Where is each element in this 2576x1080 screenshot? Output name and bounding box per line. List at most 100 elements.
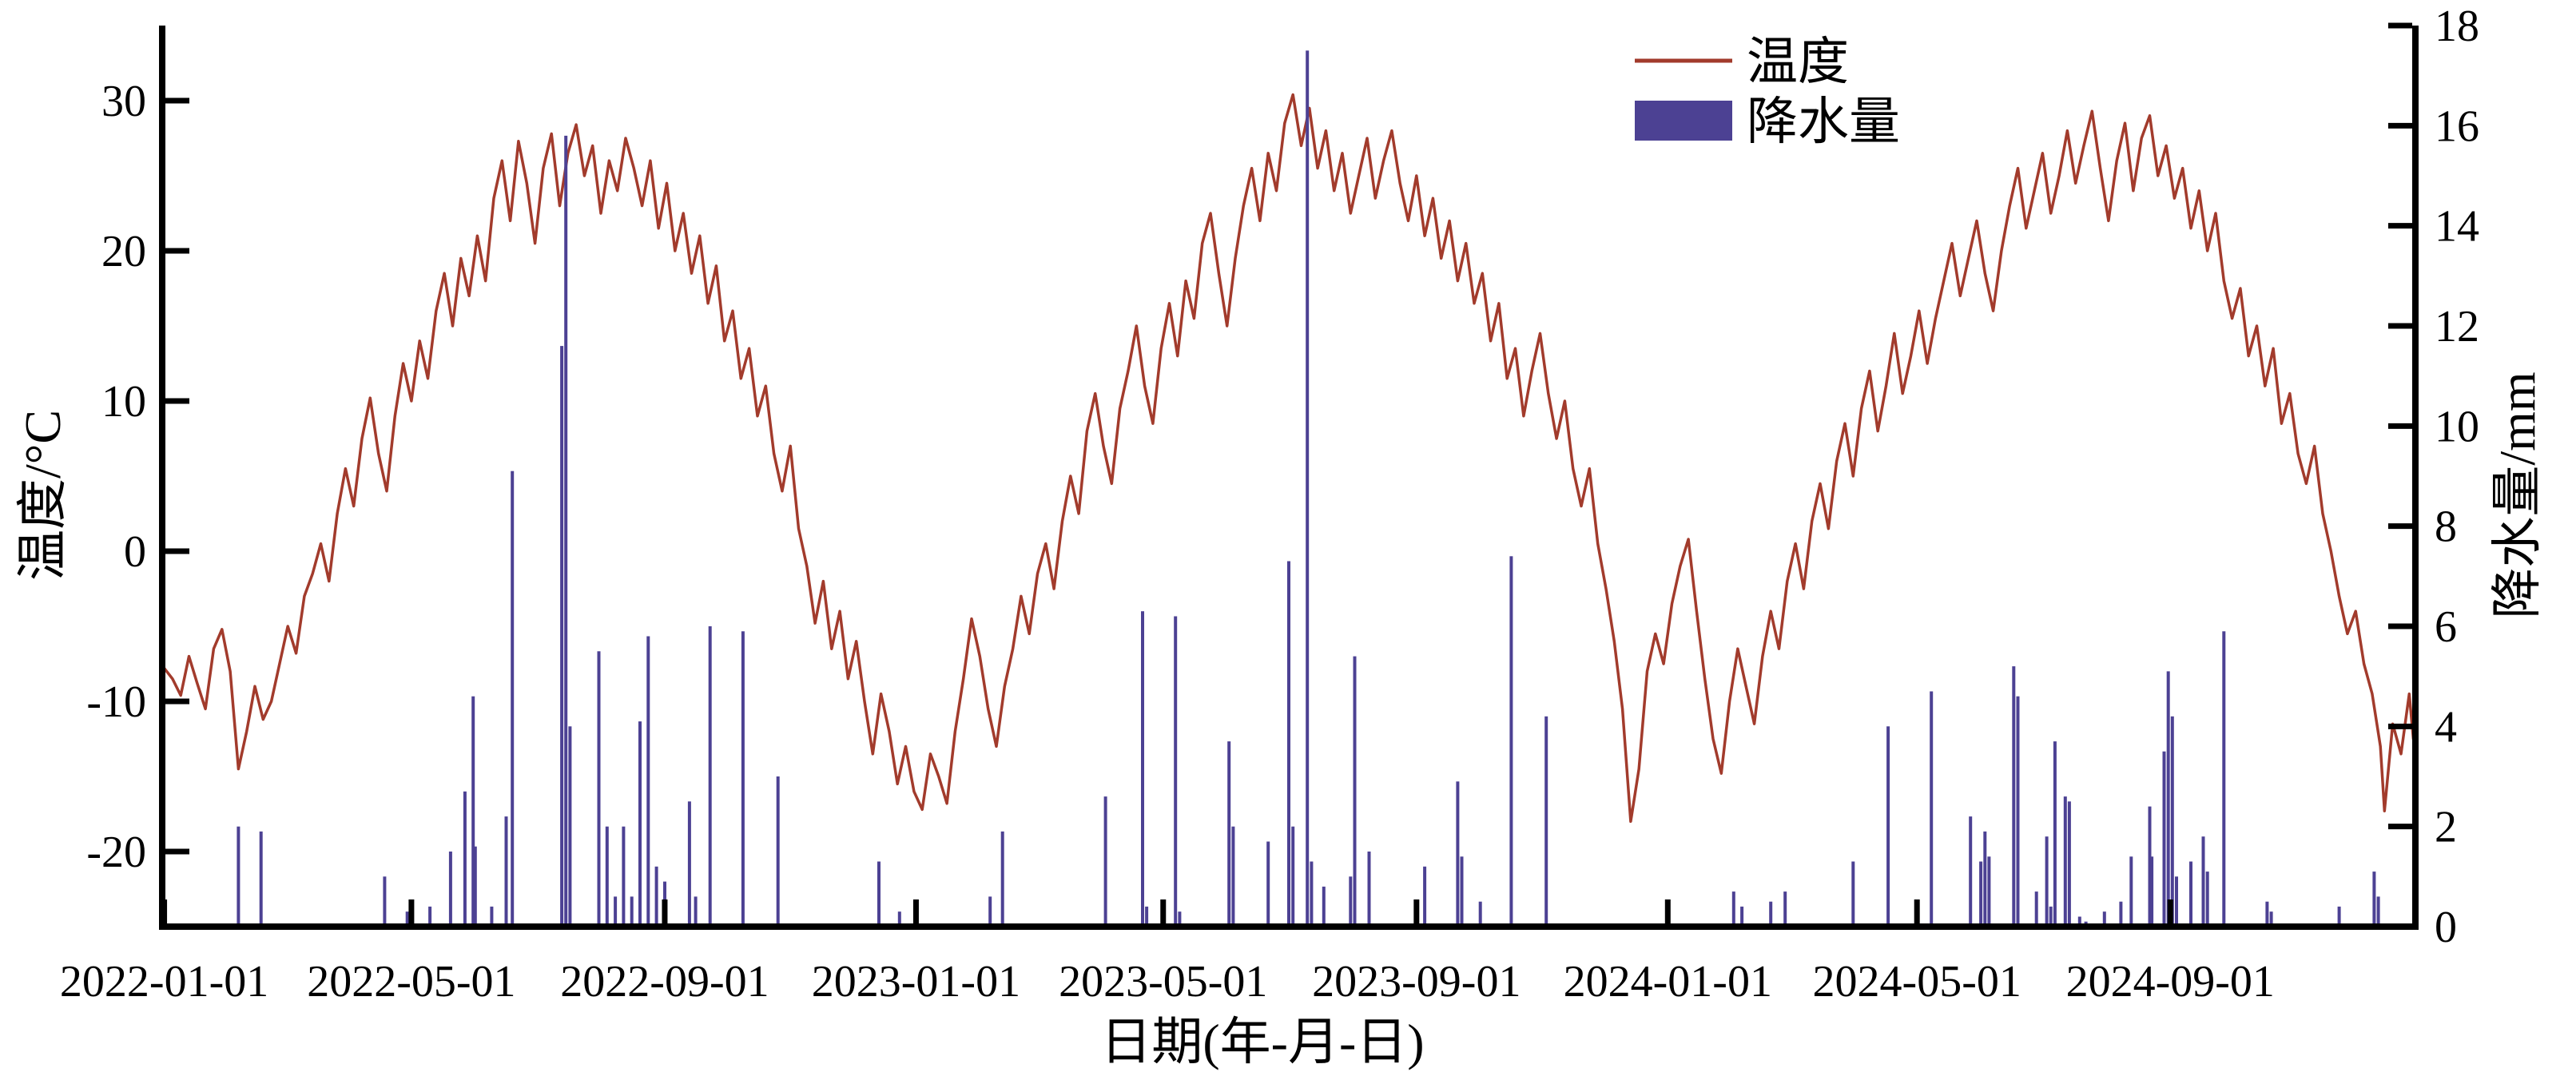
- precipitation-bar: [2222, 631, 2226, 927]
- precipitation-bar: [1291, 826, 1295, 927]
- precipitation-bar: [2045, 836, 2049, 927]
- y-axis-right-spine: [2412, 26, 2419, 930]
- precipitation-bars: [237, 50, 2380, 927]
- precipitation-bar: [741, 631, 745, 927]
- precipitation-bar: [2016, 696, 2020, 927]
- x-tick-label: 2024-09-01: [2066, 957, 2275, 1007]
- precipitation-bar: [405, 911, 409, 927]
- precipitation-bar: [1103, 796, 1107, 927]
- legend: 温度 降水量: [1635, 34, 1900, 150]
- precipitation-bar: [687, 801, 691, 927]
- legend-bar-swatch-precipitation: [1635, 101, 1732, 141]
- precipitation-bar: [1287, 561, 1290, 927]
- precipitation-bar: [1000, 831, 1004, 927]
- y-right-tick-label: 12: [2435, 302, 2479, 351]
- precipitation-bar: [2189, 861, 2192, 927]
- x-tick-label: 2023-09-01: [1312, 957, 1521, 1007]
- precipitation-bar: [1266, 841, 1270, 927]
- precipitation-bar: [2269, 911, 2273, 927]
- precipitation-bar: [1227, 741, 1231, 927]
- y-left-tick-label: 0: [124, 527, 146, 577]
- precipitation-bar: [597, 651, 601, 927]
- x-axis-title: 日期(年-月-日): [1100, 1014, 1424, 1070]
- precipitation-bar: [2129, 856, 2133, 927]
- x-tick-label: 2022-01-01: [60, 957, 268, 1007]
- precipitation-bar: [694, 896, 698, 927]
- precipitation-bar: [1174, 616, 1178, 927]
- precipitation-bar: [2034, 891, 2038, 927]
- precipitation-bar: [1178, 911, 1182, 927]
- precipitation-bar: [2077, 916, 2081, 927]
- y-right-tick-label: 16: [2435, 101, 2479, 151]
- precipitation-bar: [2148, 806, 2152, 927]
- precipitation-bar: [564, 135, 568, 927]
- precipitation-bar: [646, 636, 650, 927]
- precipitation-bar: [2170, 716, 2174, 927]
- precipitation-bar: [383, 876, 387, 927]
- precipitation-bar: [1509, 556, 1513, 927]
- precipitation-bar: [1306, 50, 1310, 927]
- precipitation-bar: [2053, 741, 2057, 927]
- precipitation-bar: [1460, 856, 1464, 927]
- precipitation-bar: [605, 826, 609, 927]
- x-tick-label: 2022-05-01: [307, 957, 515, 1007]
- precipitation-bar: [2063, 796, 2067, 927]
- precipitation-bar: [1478, 901, 1482, 927]
- precipitation-bar: [2012, 666, 2016, 927]
- precipitation-bar: [1456, 781, 1460, 927]
- precipitation-bar: [1783, 891, 1787, 927]
- precipitation-bar: [1740, 906, 1744, 927]
- precipitation-bar: [2067, 801, 2071, 927]
- precipitation-bar: [2205, 872, 2209, 927]
- y-left-tick-label: -10: [86, 677, 146, 727]
- legend-label-temperature: 温度: [1747, 34, 1849, 90]
- precipitation-bar: [471, 696, 475, 927]
- precipitation-bar: [2166, 671, 2170, 927]
- precipitation-bar: [877, 861, 881, 927]
- precipitation-bar: [1731, 891, 1735, 927]
- x-axis-spine: [159, 923, 2419, 930]
- precipitation-bar: [1423, 866, 1427, 927]
- y-right-tick-label: 4: [2435, 702, 2457, 752]
- precipitation-bar: [568, 726, 572, 927]
- y-left-tick-label: -20: [86, 828, 146, 877]
- y-right-tick-label: 0: [2435, 903, 2457, 952]
- precipitation-bar: [2337, 906, 2341, 927]
- precipitation-bar: [2162, 751, 2166, 927]
- precipitation-bar: [1349, 876, 1353, 927]
- precipitation-bar: [1979, 861, 1983, 927]
- y-right-tick-label: 6: [2435, 602, 2457, 652]
- precipitation-bar: [1983, 831, 1987, 927]
- precipitation-bar: [1322, 886, 1326, 927]
- precipitation-bar: [1544, 716, 1548, 927]
- precipitation-bar: [2265, 901, 2269, 927]
- x-tick-label: 2022-09-01: [560, 957, 769, 1007]
- y-right-tick-label: 14: [2435, 202, 2479, 252]
- x-tick-label: 2024-05-01: [1813, 957, 2021, 1007]
- precipitation-bar: [2175, 876, 2178, 927]
- y-right-tick-label: 18: [2435, 2, 2479, 51]
- y-right-tick-label: 8: [2435, 502, 2457, 552]
- precipitation-bar: [473, 846, 477, 927]
- precipitation-bar: [560, 346, 564, 927]
- y-axis-left-spine: [159, 26, 165, 930]
- precipitation-bar: [1769, 901, 1773, 927]
- y-left-tick-label: 20: [101, 227, 146, 276]
- y-axis-right-title: 降水量/mm: [2489, 371, 2546, 618]
- temperature-line: [162, 93, 2415, 824]
- y-axis-left-title: 温度/°C: [14, 410, 71, 581]
- precipitation-bar: [708, 626, 712, 927]
- x-tick-label: 2023-05-01: [1059, 957, 1267, 1007]
- precipitation-bar: [1145, 906, 1149, 927]
- precipitation-bar: [1987, 856, 1991, 927]
- x-tick-label: 2024-01-01: [1564, 957, 1772, 1007]
- legend-label-precipitation: 降水量: [1747, 93, 1900, 150]
- precipitation-bar: [428, 906, 432, 927]
- precipitation-bar: [1310, 861, 1314, 927]
- precipitation-bar: [630, 896, 634, 927]
- precipitation-bar: [1353, 656, 1357, 927]
- precipitation-bar: [2201, 836, 2205, 927]
